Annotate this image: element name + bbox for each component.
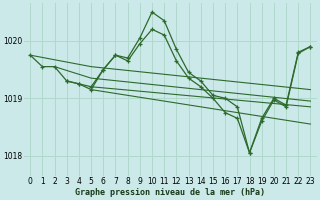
X-axis label: Graphe pression niveau de la mer (hPa): Graphe pression niveau de la mer (hPa) (75, 188, 265, 197)
